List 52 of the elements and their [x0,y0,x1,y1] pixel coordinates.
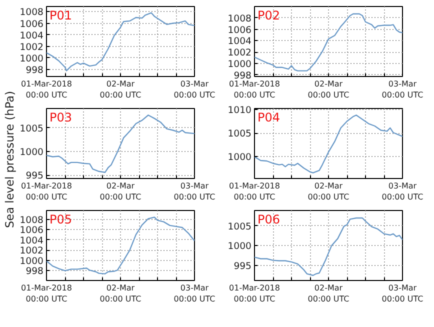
x-tick-label: 02-Mar 00:00 UTC [100,182,142,202]
chart-title: P05 [50,212,72,226]
y-tick-label: 1005 [228,128,252,140]
y-tick-label: 995 [26,170,44,182]
y-tick-label: 998 [26,266,44,278]
y-tick-label: 1006 [20,18,44,30]
y-tick-label: 1000 [20,53,44,64]
chart-title: P06 [258,212,280,226]
y-tick-label: 1002 [20,42,44,53]
x-tick-label: 01-Mar-2018 00:00 UTC [229,284,280,304]
y-tick-label: 1000 [228,241,252,252]
x-tick-label: 02-Mar 00:00 UTC [308,284,350,304]
y-tick-label: 1004 [228,36,252,48]
x-tick-label: 03-Mar 00:00 UTC [174,80,216,100]
chart-title: P03 [50,110,72,124]
chart-title: P01 [50,8,72,22]
x-tick-label: 01-Mar-2018 00:00 UTC [229,80,280,100]
chart-title: P02 [258,8,280,22]
y-tick-label: 1008 [20,214,44,226]
y-tick-label: 998 [234,70,252,82]
x-tick-label: 03-Mar 00:00 UTC [174,284,216,304]
x-tick-label: 01-Mar-2018 00:00 UTC [229,182,280,202]
x-tick-label: 02-Mar 00:00 UTC [308,80,350,100]
y-tick-label: 1010 [228,104,252,116]
x-tick-label: 01-Mar-2018 00:00 UTC [21,182,72,202]
x-tick-label: 03-Mar 00:00 UTC [382,284,424,304]
y-tick-label: 1002 [228,48,252,59]
y-tick-label: 998 [26,65,44,76]
y-tick-label: 1000 [20,256,44,267]
x-tick-label: 02-Mar 00:00 UTC [100,80,142,100]
y-tick-label: 1006 [228,24,252,36]
y-tick-label: 1008 [228,13,252,24]
y-tick-label: 995 [234,260,252,272]
y-tick-label: 1005 [228,221,252,232]
chart-title: P04 [258,110,280,124]
y-tick-label: 1000 [228,152,252,164]
x-tick-label: 02-Mar 00:00 UTC [308,182,350,202]
y-tick-label: 1005 [20,123,44,134]
y-tick-label: 1006 [20,225,44,236]
x-tick-label: 03-Mar 00:00 UTC [382,182,424,202]
x-tick-label: 01-Mar-2018 00:00 UTC [21,80,72,100]
y-tick-label: 1000 [228,58,252,70]
x-tick-label: 03-Mar 00:00 UTC [174,182,216,202]
y-tick-label: 1000 [20,147,44,158]
y-tick-label: 1008 [20,7,44,18]
y-tick-label: 1004 [20,235,44,246]
x-tick-label: 03-Mar 00:00 UTC [382,80,424,100]
y-axis-title: Sea level pressure (hPa) [2,90,16,228]
y-tick-label: 1002 [20,246,44,257]
y-tick-label: 1004 [20,30,44,42]
x-tick-label: 01-Mar-2018 00:00 UTC [21,284,72,304]
x-tick-label: 02-Mar 00:00 UTC [100,284,142,304]
